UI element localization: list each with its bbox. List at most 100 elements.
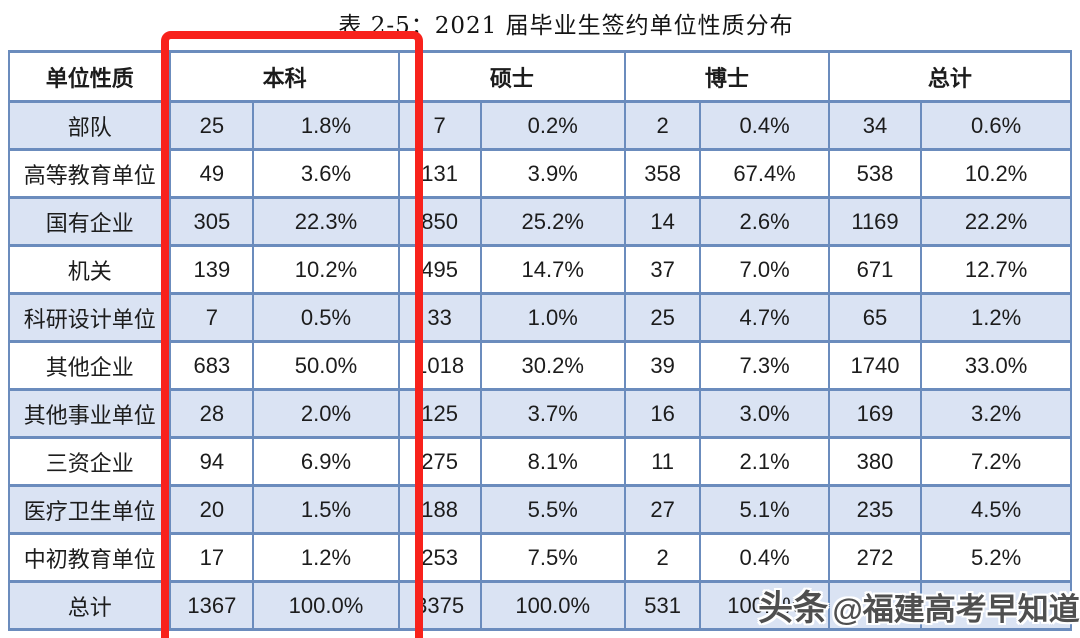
table-row: 机关 139 10.2% 495 14.7% 37 7.0% 671 12.7% bbox=[7, 244, 1072, 295]
cell: 1.0% bbox=[479, 292, 626, 343]
cell: 5.5% bbox=[479, 484, 626, 535]
cell: 2 bbox=[623, 532, 702, 583]
row-label: 部队 bbox=[7, 100, 172, 151]
cell: 358 bbox=[623, 148, 702, 199]
cell: 0.4% bbox=[699, 532, 830, 583]
cell: 7.5% bbox=[479, 532, 626, 583]
col-header-master: 硕士 bbox=[397, 50, 626, 103]
cell: 28 bbox=[169, 388, 255, 439]
table-row-total: 总计 1367 100.0% 3375 100.0% 531 100.0% bbox=[7, 580, 1072, 631]
cell: 14 bbox=[623, 196, 702, 247]
cell: 495 bbox=[397, 244, 482, 295]
cell: 34 bbox=[827, 100, 923, 151]
row-label: 科研设计单位 bbox=[7, 292, 172, 343]
header-row: 单位性质 本科 硕士 博士 总计 bbox=[7, 50, 1073, 103]
cell: 50.0% bbox=[252, 340, 400, 391]
watermark-account: @福建高考早知道 bbox=[832, 592, 1080, 627]
cell: 272 bbox=[827, 532, 923, 583]
cell: 683 bbox=[169, 340, 255, 391]
cell: 1018 bbox=[397, 340, 482, 391]
cell: 1.8% bbox=[252, 100, 400, 151]
cell: 25 bbox=[169, 100, 255, 151]
cell: 100.0% bbox=[699, 580, 830, 631]
cell: 305 bbox=[169, 196, 255, 247]
cell bbox=[827, 580, 923, 631]
cell: 7 bbox=[397, 100, 482, 151]
table-row: 高等教育单位 49 3.6% 131 3.9% 358 67.4% 538 10… bbox=[7, 148, 1072, 199]
cell: 94 bbox=[169, 436, 255, 487]
cell: 0.5% bbox=[252, 292, 400, 343]
data-table: 单位性质 本科 硕士 博士 总计 部队 25 1.8% 7 0.2% 2 0.4… bbox=[7, 50, 1073, 631]
cell: 125 bbox=[397, 388, 482, 439]
cell: 11 bbox=[623, 436, 702, 487]
cell: 14.7% bbox=[479, 244, 626, 295]
row-label: 总计 bbox=[7, 580, 172, 631]
cell: 1169 bbox=[827, 196, 923, 247]
cell: 0.4% bbox=[699, 100, 830, 151]
col-header-unit-type: 单位性质 bbox=[7, 50, 172, 103]
cell: 10.2% bbox=[252, 244, 400, 295]
table-row: 三资企业 94 6.9% 275 8.1% 11 2.1% 380 7.2% bbox=[7, 436, 1072, 487]
cell: 6.9% bbox=[252, 436, 400, 487]
cell: 39 bbox=[623, 340, 702, 391]
cell: 7.2% bbox=[920, 436, 1072, 487]
cell: 2.0% bbox=[252, 388, 400, 439]
cell: 33.0% bbox=[920, 340, 1072, 391]
cell: 100.0% bbox=[479, 580, 626, 631]
table-row: 部队 25 1.8% 7 0.2% 2 0.4% 34 0.6% bbox=[7, 100, 1072, 151]
cell: 3.7% bbox=[479, 388, 626, 439]
cell: 188 bbox=[397, 484, 482, 535]
table-row: 国有企业 305 22.3% 850 25.2% 14 2.6% 1169 22… bbox=[7, 196, 1072, 247]
cell: 5.1% bbox=[699, 484, 830, 535]
cell: 16 bbox=[623, 388, 702, 439]
cell: 850 bbox=[397, 196, 482, 247]
cell: 671 bbox=[827, 244, 923, 295]
cell: 30.2% bbox=[479, 340, 626, 391]
col-header-total: 总计 bbox=[827, 50, 1073, 103]
table-row: 其他事业单位 28 2.0% 125 3.7% 16 3.0% 169 3.2% bbox=[7, 388, 1072, 439]
cell: 33 bbox=[397, 292, 482, 343]
cell: 25.2% bbox=[479, 196, 626, 247]
cell: 4.7% bbox=[699, 292, 830, 343]
cell: 10.2% bbox=[920, 148, 1072, 199]
cell: 0.2% bbox=[479, 100, 626, 151]
cell: 1740 bbox=[827, 340, 923, 391]
watermark-brand: 头条 bbox=[758, 589, 829, 628]
table-row: 中初教育单位 17 1.2% 253 7.5% 2 0.4% 272 5.2% bbox=[7, 532, 1072, 583]
row-label: 机关 bbox=[7, 244, 172, 295]
table-row: 医疗卫生单位 20 1.5% 188 5.5% 27 5.1% 235 4.5% bbox=[7, 484, 1072, 535]
cell: 7.0% bbox=[699, 244, 830, 295]
cell: 380 bbox=[827, 436, 923, 487]
cell: 25 bbox=[623, 292, 702, 343]
cell: 49 bbox=[169, 148, 255, 199]
cell: 7.3% bbox=[699, 340, 830, 391]
cell: 131 bbox=[397, 148, 482, 199]
cell: 67.4% bbox=[699, 148, 830, 199]
row-label: 中初教育单位 bbox=[7, 532, 172, 583]
cell: 3375 bbox=[397, 580, 482, 631]
cell: 275 bbox=[397, 436, 482, 487]
table-title: 表 2-5：2021 届毕业生签约单位性质分布 bbox=[338, 13, 794, 39]
cell: 531 bbox=[623, 580, 702, 631]
col-header-bachelor: 本科 bbox=[169, 50, 400, 103]
col-header-doctor: 博士 bbox=[623, 50, 830, 103]
cell: 4.5% bbox=[920, 484, 1072, 535]
row-label: 三资企业 bbox=[7, 436, 172, 487]
cell: 2.6% bbox=[699, 196, 830, 247]
cell: 17 bbox=[169, 532, 255, 583]
cell bbox=[920, 580, 1072, 631]
cell: 139 bbox=[169, 244, 255, 295]
cell: 253 bbox=[397, 532, 482, 583]
cell: 235 bbox=[827, 484, 923, 535]
cell: 7 bbox=[169, 292, 255, 343]
cell: 2.1% bbox=[699, 436, 830, 487]
cell: 3.0% bbox=[699, 388, 830, 439]
cell: 0.6% bbox=[920, 100, 1072, 151]
watermark: 头条 @福建高考早知道 bbox=[758, 580, 1080, 631]
cell: 1367 bbox=[169, 580, 255, 631]
cell: 3.6% bbox=[252, 148, 400, 199]
row-label: 其他企业 bbox=[7, 340, 172, 391]
cell: 5.2% bbox=[920, 532, 1072, 583]
cell: 1.2% bbox=[252, 532, 400, 583]
